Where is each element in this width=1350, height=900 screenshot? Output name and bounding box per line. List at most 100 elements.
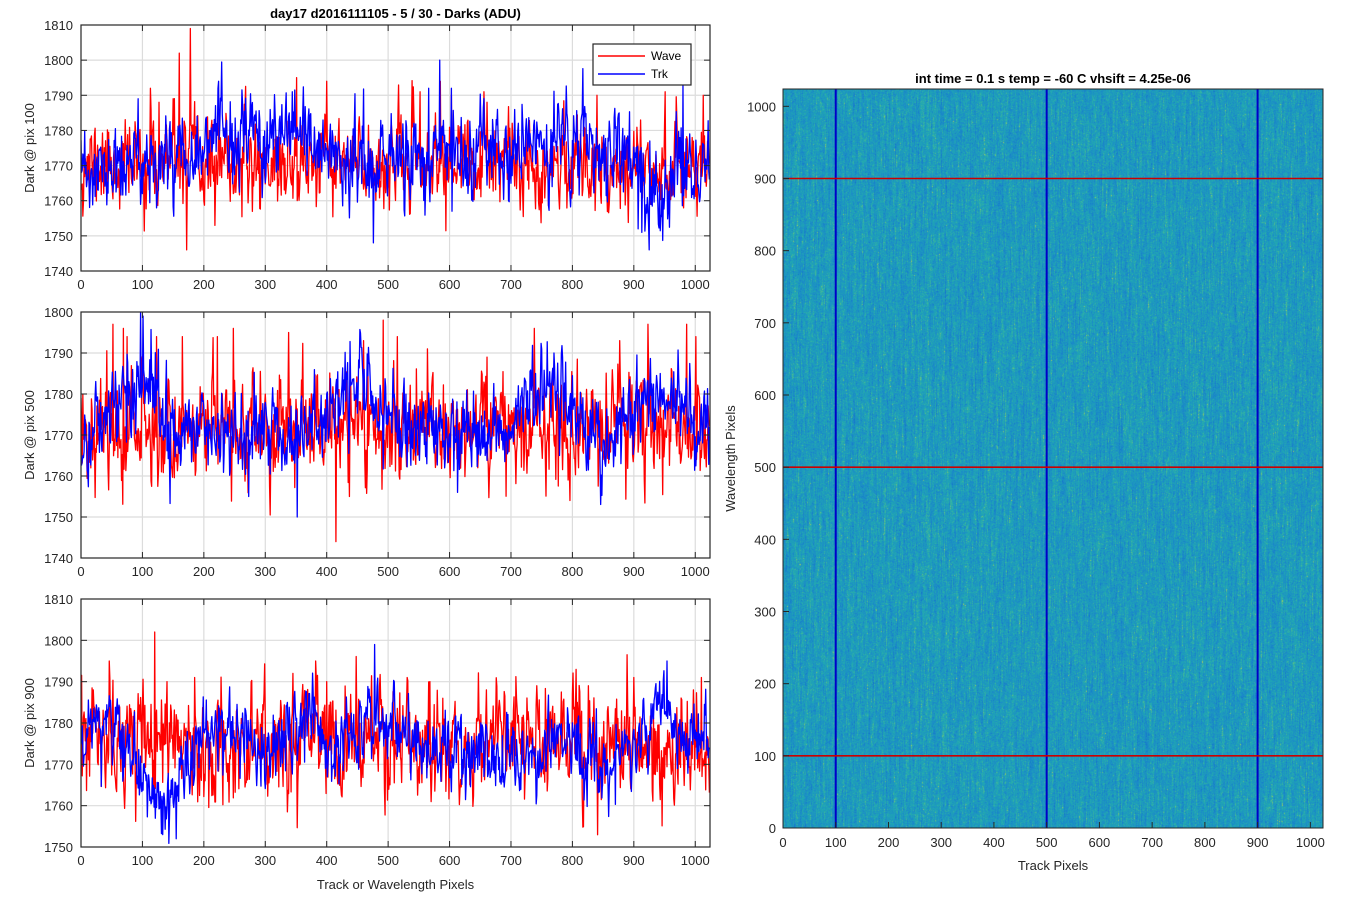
y-tick-label: 1740 [44, 551, 73, 566]
x-tick-label: 500 [1036, 835, 1058, 850]
x-tick-label: 600 [439, 564, 461, 579]
y-tick-label: 300 [754, 604, 776, 619]
x-tick-label: 400 [316, 853, 338, 868]
y-tick-label: 900 [754, 171, 776, 186]
x-tick-label: 100 [132, 277, 154, 292]
grid [81, 312, 710, 558]
x-tick-label: 800 [562, 277, 584, 292]
x-tick-label: 600 [439, 853, 461, 868]
line-chart-pix-100: 0 100 200 300 400 500 600 700 800 900 1000 1740 1750… [22, 6, 711, 292]
dark-image-pixels [783, 89, 1323, 828]
y-tick-label: 1750 [44, 840, 73, 855]
y-tick-label: 1790 [44, 675, 73, 690]
y-tick-label: 1790 [44, 346, 73, 361]
x-tick-label: 800 [562, 853, 584, 868]
line-chart-pix-900: 0 100 200 300 400 500 600 700 800 900 1000 1750 1760… [22, 592, 711, 892]
x-tick-label: 700 [1141, 835, 1163, 850]
x-tick-label: 1000 [681, 564, 710, 579]
y-tick-label: 1760 [44, 469, 73, 484]
y-tick-label: 1760 [44, 194, 73, 209]
y-tick-label: 700 [754, 316, 776, 331]
y-tick-label: 1750 [44, 229, 73, 244]
y-tick-label: 500 [754, 460, 776, 475]
x-tick-label: 1000 [681, 853, 710, 868]
y-tick-label: 1800 [44, 53, 73, 68]
x-tick-label: 0 [77, 277, 84, 292]
y-tick-label: 1810 [44, 18, 73, 33]
x-tick-label: 900 [623, 564, 645, 579]
x-tick-label: 200 [193, 277, 215, 292]
y-tick-label: 1760 [44, 799, 73, 814]
series-trk [81, 643, 710, 844]
x-tick-label: 600 [439, 277, 461, 292]
y-tick-label: 1000 [747, 99, 776, 114]
y-tick-label: 600 [754, 388, 776, 403]
y-tick-label: 200 [754, 677, 776, 692]
y-tick-label: 1780 [44, 716, 73, 731]
x-tick-label: 400 [983, 835, 1005, 850]
legend: Wave Trk [592, 43, 692, 86]
x-tick-label: 200 [878, 835, 900, 850]
x-tick-label: 200 [193, 853, 215, 868]
y-axis-label: Dark @ pix 100 [22, 103, 37, 193]
x-tick-label: 300 [254, 277, 276, 292]
y-tick-label: 1770 [44, 428, 73, 443]
y-tick-label: 1790 [44, 88, 73, 103]
chart-title: day17 d2016111105 - 5 / 30 - Darks (ADU) [270, 6, 521, 21]
x-tick-label: 700 [500, 277, 522, 292]
y-tick-label: 1800 [44, 633, 73, 648]
line-chart-pix-500: 0 100 200 300 400 500 600 700 800 900 1000 1740 1750… [22, 305, 711, 579]
y-tick-label: 1750 [44, 510, 73, 525]
y-tick-label: 800 [754, 244, 776, 259]
y-tick-label: 1770 [44, 159, 73, 174]
x-tick-label: 100 [132, 564, 154, 579]
y-tick-label: 1810 [44, 592, 73, 607]
x-tick-label: 900 [1247, 835, 1269, 850]
x-tick-label: 0 [77, 853, 84, 868]
x-tick-label: 700 [500, 853, 522, 868]
x-tick-label: 800 [1194, 835, 1216, 850]
x-tick-label: 800 [562, 564, 584, 579]
x-tick-label: 200 [193, 564, 215, 579]
x-tick-label: 400 [316, 564, 338, 579]
legend-label-trk: Trk [651, 67, 669, 81]
axes-box [80, 24, 711, 272]
y-axis-label: Wavelength Pixels [723, 405, 738, 512]
x-tick-label: 300 [254, 564, 276, 579]
x-tick-label: 700 [500, 564, 522, 579]
x-tick-label: 0 [77, 564, 84, 579]
x-tick-label: 900 [623, 853, 645, 868]
series-trk [81, 59, 710, 251]
axes-box [782, 88, 1324, 829]
y-tick-label: 1770 [44, 757, 73, 772]
series-trk [81, 312, 710, 518]
y-tick-label: 1800 [44, 305, 73, 320]
dark-image-heatmap: 0 100 200 300 400 500 600 700 800 900 1000 0 100 200 3… [723, 71, 1325, 873]
x-axis-label: Track Pixels [1018, 858, 1089, 873]
series-wave [81, 631, 710, 836]
x-tick-label: 400 [316, 277, 338, 292]
x-tick-label: 500 [377, 853, 399, 868]
y-tick-label: 100 [754, 749, 776, 764]
x-tick-label: 300 [254, 853, 276, 868]
y-axis-label: Dark @ pix 500 [22, 390, 37, 480]
x-tick-label: 600 [1089, 835, 1111, 850]
x-tick-label: 1000 [1296, 835, 1325, 850]
x-axis-label: Track or Wavelength Pixels [317, 877, 475, 892]
chart-title: int time = 0.1 s temp = -60 C vhsift = 4… [915, 71, 1191, 86]
y-tick-label: 400 [754, 532, 776, 547]
y-axis-label: Dark @ pix 900 [22, 678, 37, 768]
y-tick-label: 1780 [44, 387, 73, 402]
y-tick-label: 1780 [44, 123, 73, 138]
x-tick-label: 900 [623, 277, 645, 292]
x-tick-label: 500 [377, 277, 399, 292]
x-tick-label: 1000 [681, 277, 710, 292]
legend-label-wave: Wave [651, 49, 682, 63]
x-tick-label: 100 [825, 835, 847, 850]
x-tick-label: 100 [132, 853, 154, 868]
x-tick-label: 300 [930, 835, 952, 850]
legend-box [592, 43, 692, 86]
x-tick-label: 500 [377, 564, 399, 579]
y-tick-label: 1740 [44, 264, 73, 279]
